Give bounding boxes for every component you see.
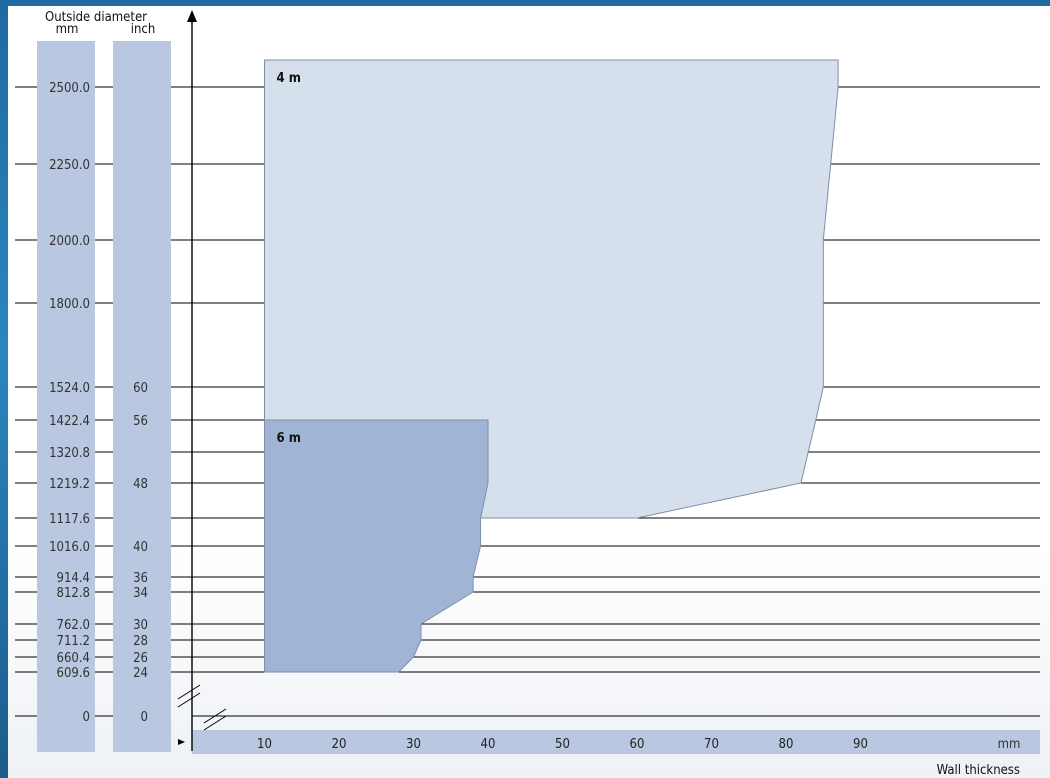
y-tick-labels: 2500.0 2250.0 2000.0 1800.0 1524.0 60 1422.4 56… — [49, 81, 148, 725]
y-tick-label-mm: 1422.4 — [49, 414, 90, 429]
y-tick-label-inch: 34 — [133, 586, 148, 601]
x-tick-label: 40 — [481, 737, 496, 752]
y-tick-label-mm: 2250.0 — [49, 158, 90, 173]
y-tick-label-inch: 0 — [141, 710, 148, 725]
y-tick-label-mm: 0 — [83, 710, 90, 725]
series-label-2: 6 m — [277, 431, 301, 446]
y-tick-label-inch: 48 — [133, 477, 148, 492]
y-tick-label-inch: 30 — [133, 618, 148, 633]
axis-break-icon — [177, 684, 227, 731]
x-tick-label: 80 — [779, 737, 794, 752]
x-tick-label: 50 — [555, 737, 570, 752]
x-tick-label: 70 — [704, 737, 719, 752]
inch-column — [113, 41, 171, 752]
chart-panel: Outside diameter mm inch 4 m 6 m 2500.0 22… — [8, 6, 1050, 778]
y-tick-label-mm: 1219.2 — [49, 477, 90, 492]
inch-header: inch — [131, 22, 156, 37]
y-tick-label-mm: 1117.6 — [49, 512, 90, 527]
y-axis-arrow-icon — [187, 10, 197, 22]
mm-column — [37, 41, 95, 752]
axis-title: Outside diameter — [45, 10, 147, 25]
series-area-2 — [264, 419, 489, 673]
x-tick-label: 30 — [406, 737, 421, 752]
mm-header: mm — [56, 22, 79, 37]
x-axis-label: Wall thickness — [937, 763, 1020, 778]
y-tick-label-mm: 1016.0 — [49, 540, 90, 555]
x-tick-label: 90 — [853, 737, 868, 752]
y-tick-label-mm: 660.4 — [57, 651, 90, 666]
x-axis-arrow-icon — [178, 739, 185, 745]
y-tick-label-mm: 812.8 — [57, 586, 90, 601]
y-tick-label-mm: 914.4 — [57, 571, 90, 586]
y-tick-label-inch: 60 — [133, 381, 148, 396]
y-tick-label-mm: 762.0 — [57, 618, 90, 633]
y-tick-label-mm: 1524.0 — [49, 381, 90, 396]
x-unit-label: mm — [998, 737, 1021, 752]
y-tick-label-mm: 2000.0 — [49, 234, 90, 249]
y-tick-label-inch: 40 — [133, 540, 148, 555]
y-tick-label-inch: 26 — [133, 651, 148, 666]
x-axis-band — [192, 730, 1040, 754]
series-label-1: 4 m — [277, 71, 301, 86]
series-areas: 4 m 6 m — [264, 59, 839, 673]
x-tick-labels: 10 20 30 40 50 60 70 80 90 — [257, 737, 868, 752]
x-tick-label: 10 — [257, 737, 272, 752]
y-tick-label-mm: 711.2 — [57, 634, 90, 649]
y-tick-label-mm: 1320.8 — [49, 446, 90, 461]
y-tick-label-inch: 28 — [133, 634, 148, 649]
y-tick-label-inch: 56 — [133, 414, 148, 429]
y-tick-label-mm: 1800.0 — [49, 297, 90, 312]
y-tick-label-mm: 609.6 — [57, 666, 90, 681]
x-tick-label: 60 — [630, 737, 645, 752]
y-tick-label-inch: 24 — [133, 666, 148, 681]
x-tick-label: 20 — [332, 737, 347, 752]
wall-thickness-chart: Outside diameter mm inch 4 m 6 m 2500.0 22… — [15, 10, 1040, 778]
y-tick-label-mm: 2500.0 — [49, 81, 90, 96]
y-tick-label-inch: 36 — [133, 571, 148, 586]
